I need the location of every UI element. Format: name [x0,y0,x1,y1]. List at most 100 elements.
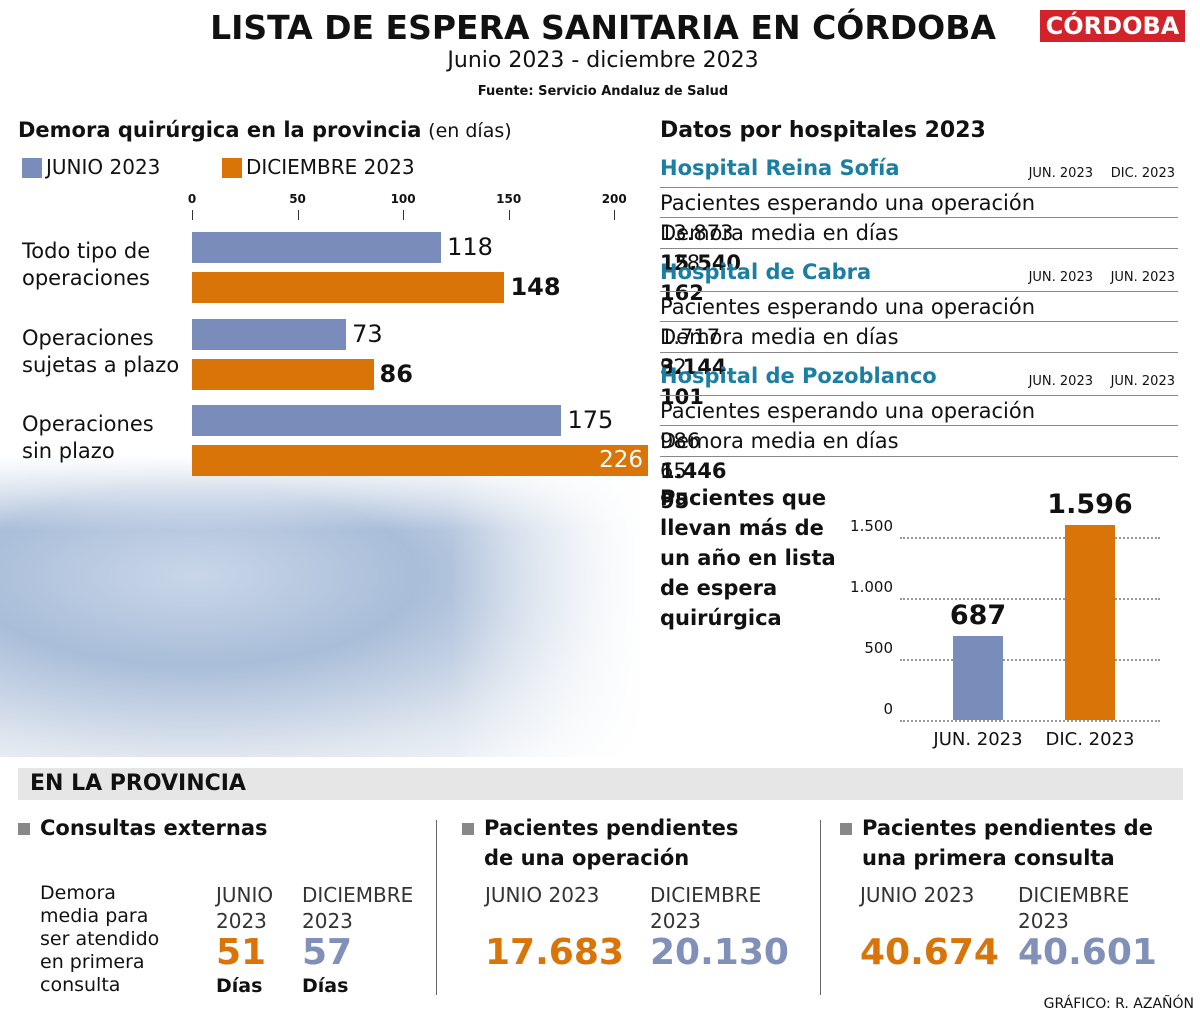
hospital-name: Hospital de Cabra [660,260,872,284]
row-label: Pacientes esperando una operación [660,295,1036,319]
column-header: JUN. 2023 [1110,374,1175,389]
province-band [18,768,1183,800]
x-tick-label: 50 [289,192,306,206]
big-value: 17.683 [485,932,624,973]
bar [192,358,374,390]
big-value: 51 [216,932,267,973]
y-tick-label: 0 [883,700,893,718]
column-label: DICIEMBRE 2023 [302,883,414,933]
y-tick-label: 1.500 [850,517,893,536]
column-header: JUN. 2023 [1028,166,1093,181]
column-label: JUNIO 2023 [485,883,600,907]
big-value: 20.130 [650,932,789,973]
grid-line [900,659,1160,662]
row-label: Demora media en días [660,429,899,453]
row-label: Pacientes esperando una operación [660,191,1036,215]
value-label: 118 [447,233,493,261]
value-label: 148 [510,273,561,301]
bar [192,318,347,350]
table-row: Demora media en días 65 95 [660,425,1178,513]
cell-value: 128 [660,251,701,275]
hospitals-title: Datos por hospitales 2023 [660,118,986,143]
x-tick [297,210,299,220]
section-title: Pacientes pendientes de una operación [484,816,739,870]
cell-value: 1.717 [660,325,721,349]
column-header: JUN. 2023 [1028,374,1093,389]
credit: GRÁFICO: R. AZAÑÓN [1043,996,1194,1012]
chart-title-group: Demora quirúrgica en la provincia (en dí… [18,118,512,142]
legend-swatch [22,158,42,178]
divider [436,820,437,995]
bar [192,272,505,303]
unit: Días [302,975,349,997]
category-label: Todo tipo de operaciones [22,239,151,290]
section-title: Pacientes pendientes de una primera cons… [862,816,1153,870]
chart-title: Pacientes que llevan más de un año en li… [660,486,836,630]
chart-title: Demora quirúrgica en la provincia [18,118,422,142]
hospital-name: Hospital Reina Sofía [660,156,900,180]
legend-swatch [222,158,242,178]
bullet [18,823,30,835]
table-row: Pacientes esperando una operación 1.717 3.… [660,291,1178,379]
column-label: JUNIO 2023 [216,883,274,933]
category-label: Operaciones sin plazo [22,412,154,463]
big-value: 57 [302,932,353,973]
bar [1065,525,1115,720]
cell-value: 95 [660,489,690,513]
value-label: 226 [599,447,643,473]
province-title: EN LA PROVINCIA [30,771,246,796]
table-row: Pacientes esperando una operación 13.873 1… [660,187,1178,275]
x-tick-label: 0 [187,192,197,206]
table-row: Pacientes esperando una operación 986 1.44… [660,395,1178,483]
column-label: DICIEMBRE 2023 [650,883,762,933]
chart-title-note: (en días) [428,120,512,142]
grid-line [900,537,1160,540]
unit: Días [216,975,263,997]
column-header: JUN. 2023 [1028,270,1093,285]
y-tick-label: 500 [864,639,893,658]
category-label: Operaciones sujetas a plazo [22,325,180,377]
value-label: 175 [567,406,614,434]
bar [192,232,442,263]
big-value: 40.674 [860,932,999,973]
y-tick-label: 1.000 [850,578,893,597]
table-row: Demora media en días 92 101 [660,321,1178,409]
column-label: JUNIO 2023 [860,883,975,907]
big-value: 40.601 [1018,932,1157,973]
x-tick [508,210,510,220]
cell-value: 162 [660,281,704,305]
divider [820,820,821,995]
subtitle: Junio 2023 - diciembre 2023 [447,48,759,73]
column-header: JUN. 2023 [1110,270,1175,285]
cell-value: 65 [660,459,687,483]
x-tick-label: DIC. 2023 [1045,729,1135,750]
grid-line [900,598,1160,601]
x-tick-label: JUN. 2023 [933,729,1023,750]
section-title: Consultas externas [40,816,268,840]
cell-value: 1.446 [660,459,727,483]
cell-value: 101 [660,385,704,409]
x-tick [614,210,616,220]
row-label: Pacientes esperando una operación [660,399,1036,423]
x-tick-label: 150 [496,192,522,206]
bar [953,636,1003,720]
title: LISTA DE ESPERA SANITARIA EN CÓRDOBA [210,8,996,47]
legend-label: JUNIO 2023 [46,155,161,179]
photo [0,455,645,757]
x-tick-label: 100 [390,192,416,206]
value-label: 1.596 [1047,489,1133,521]
cell-value: 92 [660,355,687,379]
column-label: DICIEMBRE 2023 [1018,883,1130,933]
cell-value: 13.873 [660,221,734,245]
value-label: 687 [949,600,1007,632]
bullet [840,823,852,835]
table-row: Demora media en días 128 162 [660,217,1178,305]
hospital-name: Hospital de Pozoblanco [660,364,937,388]
section-description: Demora media para ser atendido en primer… [40,882,160,996]
source: Fuente: Servicio Andaluz de Salud [477,84,729,99]
plot-area [192,220,648,480]
x-tick [403,210,405,220]
cell-value: 15.540 [660,251,742,275]
value-label: 73 [352,319,383,348]
x-tick [192,210,193,220]
